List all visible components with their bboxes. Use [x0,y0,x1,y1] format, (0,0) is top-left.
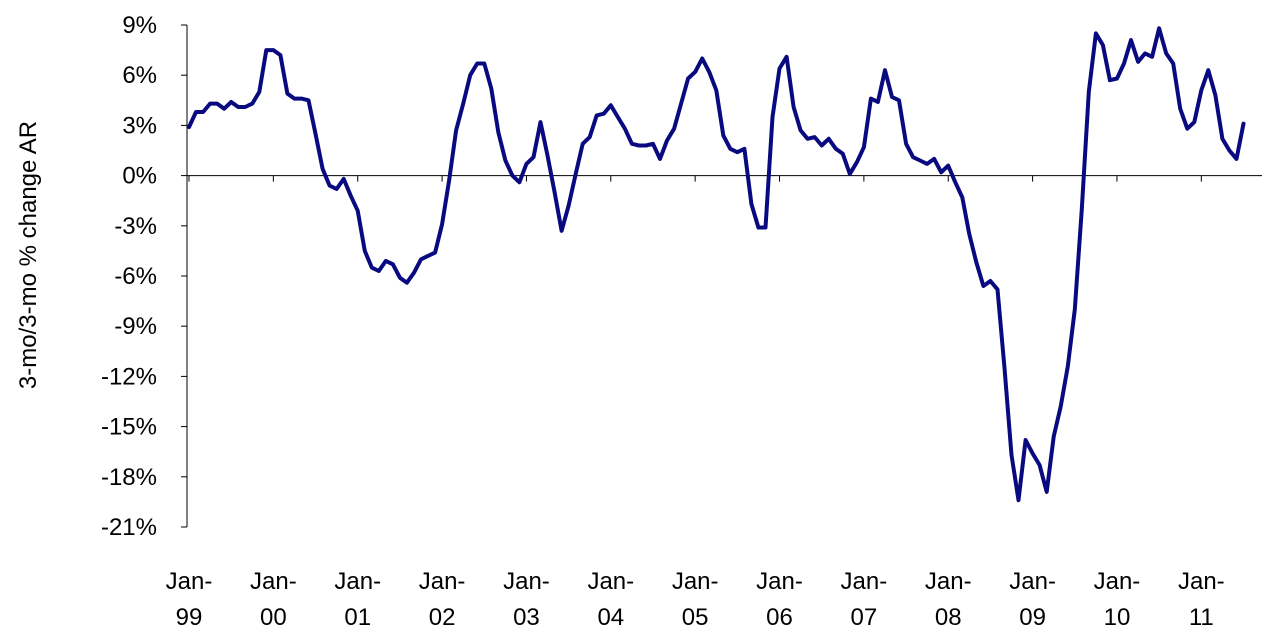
y-tick-label: -6% [114,263,157,290]
x-tick-label-line2: 08 [935,604,962,631]
x-tick-label-line1: Jan- [1094,568,1141,595]
x-tick-label-line1: Jan- [166,568,213,595]
x-tick-label-line2: 05 [682,604,709,631]
x-tick-label-line2: 01 [344,604,371,631]
x-tick-label-line2: 02 [429,604,456,631]
x-tick-label-line1: Jan- [334,568,381,595]
x-tick-label-line2: 00 [260,604,287,631]
x-tick-label-line1: Jan- [250,568,297,595]
x-tick-label-line1: Jan- [841,568,888,595]
x-tick-label-line2: 07 [851,604,878,631]
y-tick-label: -18% [101,464,157,491]
y-tick-label: -12% [101,363,157,390]
y-tick-label: 6% [122,62,157,89]
x-tick-label-line1: Jan- [756,568,803,595]
y-tick-label: -15% [101,414,157,441]
x-tick-label-line1: Jan- [1009,568,1056,595]
y-tick-label: -9% [114,313,157,340]
x-tick-label-line1: Jan- [672,568,719,595]
x-tick-label-line2: 10 [1104,604,1131,631]
y-tick-label: -3% [114,213,157,240]
x-tick-label-line1: Jan- [925,568,972,595]
y-tick-label: -21% [101,514,157,541]
x-tick-label-line1: Jan- [587,568,634,595]
x-tick-label-line1: Jan- [419,568,466,595]
y-tick-label: 9% [122,12,157,39]
x-tick-label-line1: Jan- [1178,568,1225,595]
x-tick-label-line1: Jan- [503,568,550,595]
x-tick-label-line2: 03 [513,604,540,631]
y-tick-label: 3% [122,112,157,139]
x-tick-label-line2: 06 [766,604,793,631]
x-tick-label-line2: 04 [597,604,624,631]
y-tick-label: 0% [122,163,157,190]
x-tick-label-line2: 11 [1189,604,1214,631]
x-tick-label-line2: 09 [1019,604,1046,631]
y-axis-title: 3-mo/3-mo % change AR [15,121,42,389]
x-tick-label-line2: 99 [176,604,203,631]
series-line [187,26,1246,503]
